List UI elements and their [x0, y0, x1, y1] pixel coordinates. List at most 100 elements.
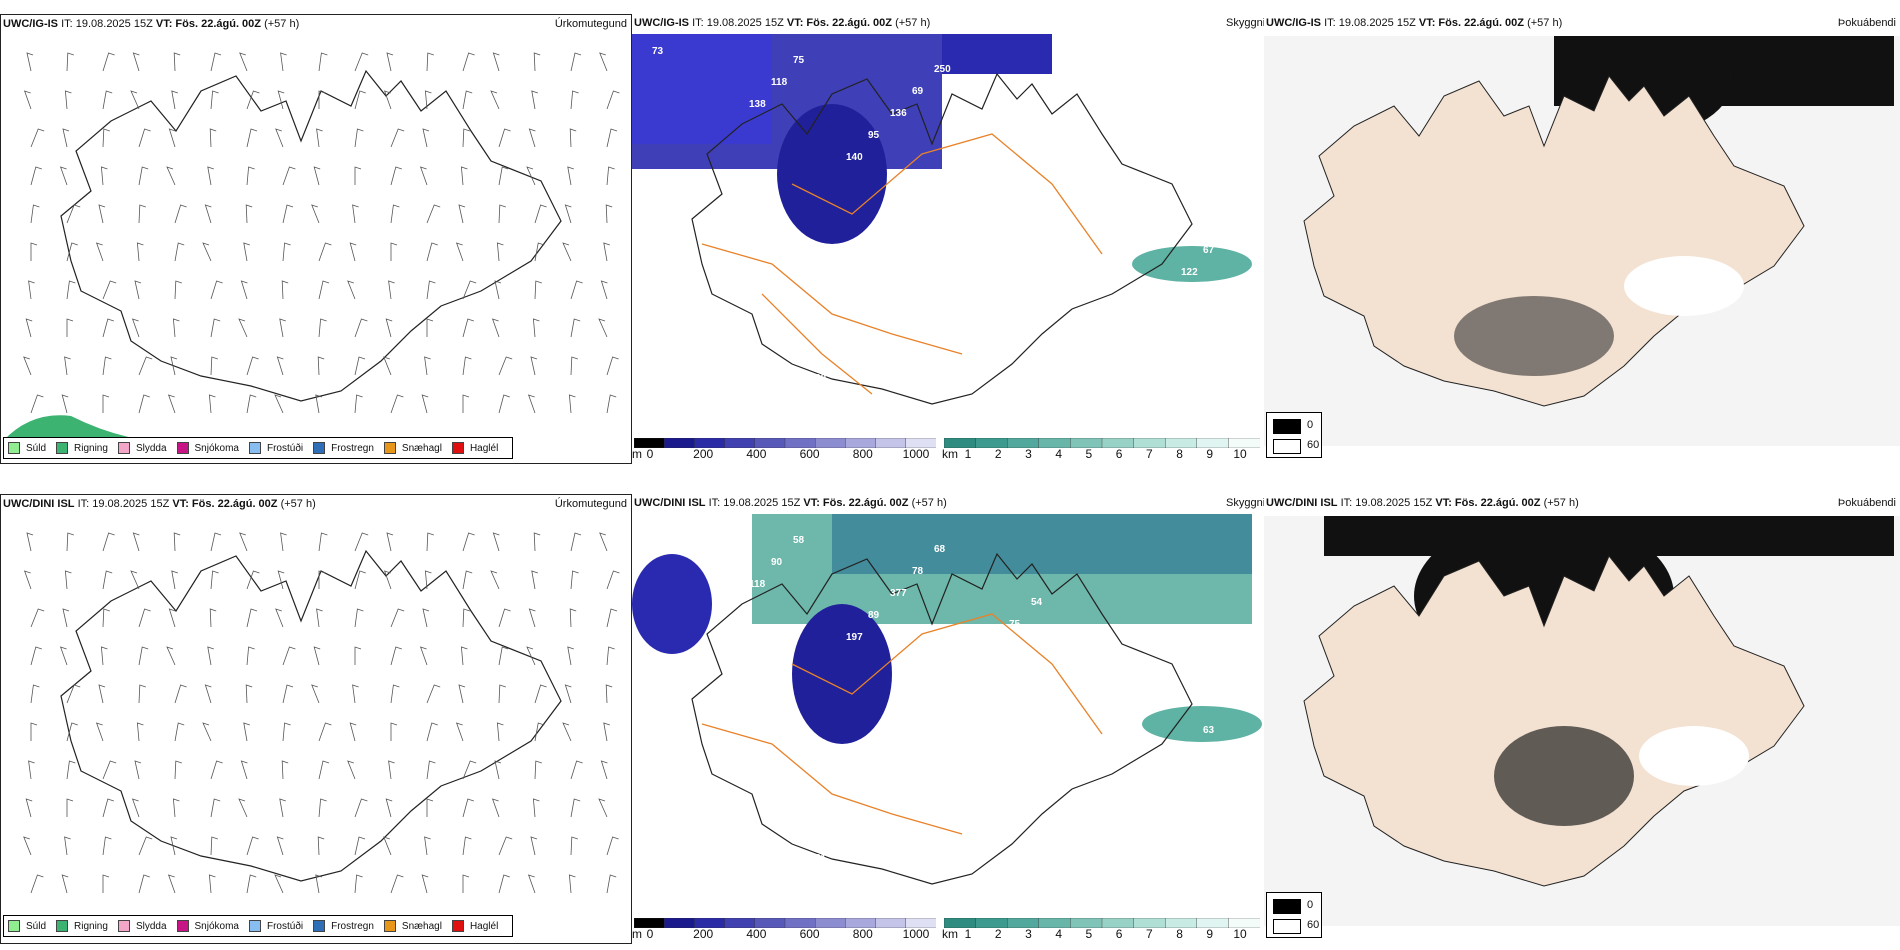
- precip-legend-item: Slydda: [117, 920, 167, 932]
- ceiling-value-label: 136: [890, 108, 907, 119]
- wind-barb: [174, 280, 182, 300]
- ceiling-value-label: 89: [868, 610, 880, 621]
- colorbar-segment: [664, 437, 696, 449]
- lead-time: (+57 h): [1543, 497, 1579, 509]
- ceiling-value-label: 73: [1106, 672, 1118, 683]
- precip-legend-label: Haglél: [469, 920, 499, 932]
- valid-time: Fös. 22.ágú. 00Z: [1454, 497, 1541, 509]
- wind-barb: [138, 128, 151, 148]
- panel-title: Þokuábendi: [1837, 17, 1896, 29]
- wind-barb: [210, 836, 218, 856]
- wind-barb: [66, 798, 74, 817]
- wind-barb: [239, 52, 248, 72]
- ceiling-value-label: 58: [793, 535, 805, 546]
- colorbar-tick: 0: [646, 447, 654, 461]
- wind-barb: [246, 128, 258, 148]
- ceiling-value-label: 120: [652, 526, 669, 537]
- wind-barb: [462, 836, 472, 856]
- wind-barb: [567, 166, 574, 186]
- wind-barb: [426, 204, 441, 224]
- precip-legend-swatch: [8, 442, 20, 454]
- wind-barb: [390, 128, 405, 148]
- precip-legend-swatch: [313, 920, 326, 932]
- wind-barb: [383, 570, 392, 590]
- precip-legend-item: Frostregn: [313, 442, 374, 454]
- wind-barb: [311, 204, 320, 224]
- init-time: IT: 19.08.2025 15Z: [692, 17, 784, 29]
- colorbar-tick: 8: [1176, 447, 1183, 461]
- wind-barb: [388, 280, 395, 300]
- wind-barb: [569, 608, 577, 628]
- wind-barb: [606, 394, 617, 414]
- wind-barb: [210, 532, 222, 552]
- wind-barb: [174, 684, 187, 704]
- wind-barb: [102, 532, 115, 552]
- wind-barb: [496, 242, 504, 262]
- wind-barb: [490, 90, 500, 110]
- iceland-map-outline: [3, 52, 620, 441]
- wind-barb: [134, 280, 142, 300]
- ceiling-value-label: 68: [934, 544, 946, 555]
- wind-barb: [318, 532, 328, 552]
- panel-header: UWC/DINI ISL IT: 19.08.2025 15Z VT: Fös.…: [634, 497, 947, 509]
- precip-legend-label: Súld: [26, 442, 47, 454]
- wind-barb: [208, 394, 216, 414]
- precip-panel-bottom: UWC/DINI ISL IT: 19.08.2025 15Z VT: Fös.…: [0, 494, 632, 944]
- wind-barb: [30, 394, 44, 414]
- wind-barb: [59, 646, 68, 666]
- wind-barb: [422, 608, 430, 628]
- wind-barb: [208, 874, 216, 894]
- ceiling-value-label: 99: [965, 663, 977, 674]
- precip-legend-swatch: [451, 920, 464, 932]
- wind-barb: [462, 128, 470, 148]
- wind-barb: [460, 646, 468, 666]
- wind-barb: [102, 836, 112, 856]
- wind-barb: [498, 646, 509, 666]
- wind-barb: [354, 646, 362, 665]
- wind-barb: [246, 874, 257, 894]
- ceiling-value-label: 126: [696, 342, 713, 353]
- ceiling-value-label: 54: [1031, 597, 1043, 608]
- colorbar-tick: 4: [1055, 447, 1062, 461]
- ceiling-value-label: 81: [815, 853, 827, 864]
- wind-barbs: [23, 52, 620, 414]
- ceiling-value-label: 136: [1159, 289, 1176, 300]
- wind-barb: [313, 646, 321, 666]
- wind-barb: [347, 280, 356, 300]
- fog-legend: 0 60: [1266, 412, 1322, 458]
- wind-barb: [318, 722, 332, 742]
- wind-barb: [282, 684, 294, 704]
- precip-legend-swatch: [248, 920, 261, 932]
- wind-barb: [390, 646, 402, 666]
- wind-barb: [421, 874, 429, 894]
- ceiling-value-label: 75: [793, 55, 805, 66]
- panel-title: Þokuábendi: [1837, 497, 1896, 509]
- wind-barb: [102, 52, 115, 72]
- wind-barb: [66, 52, 74, 72]
- wind-barb: [424, 356, 431, 376]
- wind-barb: [318, 570, 326, 589]
- wind-barb: [30, 608, 45, 628]
- ceiling-value-label: 64: [740, 778, 752, 789]
- wind-barb: [534, 722, 545, 742]
- wind-barb: [95, 242, 104, 262]
- wind-barb: [66, 242, 78, 262]
- valid-label: VT:: [786, 17, 804, 29]
- wind-barb: [64, 570, 72, 590]
- panel-title: Skyggni: [1226, 497, 1264, 509]
- wind-barb: [277, 90, 285, 110]
- wind-barb: [98, 204, 106, 224]
- wind-barb: [492, 52, 500, 72]
- ceiling-value-label: 197: [846, 632, 863, 643]
- wind-barb: [313, 166, 321, 186]
- wind-barb: [421, 394, 429, 414]
- fog-panel-bottom: UWC/DINI ISL IT: 19.08.2025 15Z VT: Fös.…: [1264, 494, 1900, 944]
- wind-barb: [243, 722, 250, 742]
- ceiling-value-label: 86: [674, 844, 686, 855]
- wind-barb: [383, 356, 392, 376]
- wind-barb: [102, 280, 117, 300]
- ceiling-value-label: 59: [859, 329, 871, 340]
- ceiling-value-label: 79: [1031, 117, 1043, 128]
- precip-legend-swatch: [117, 442, 130, 454]
- iceland-map-outline: [23, 532, 620, 894]
